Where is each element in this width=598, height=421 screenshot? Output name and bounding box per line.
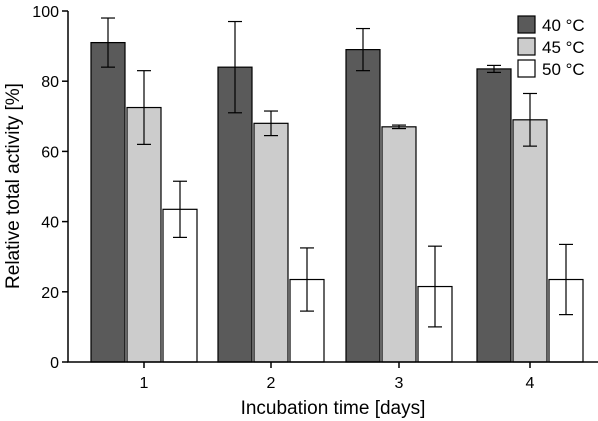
bar [476,68,512,363]
y-tick-label: 0 [50,355,59,372]
y-tick-label: 80 [41,74,59,91]
x-tick-label: 2 [267,375,276,392]
y-tick-label: 60 [41,144,59,161]
bar [217,66,253,363]
y-tick-label: 40 [41,215,59,232]
bar [90,41,126,363]
bar [512,119,548,363]
legend-swatch [517,59,536,78]
x-tick-label: 1 [140,375,149,392]
legend-label: 40 °C [542,16,585,35]
y-axis-title: Relative total activity [%] [3,83,24,289]
bar [253,122,289,363]
legend: 40 °C 45 °C 50 °C [517,15,585,79]
error-bars-layer [101,17,573,328]
legend-swatch [517,15,536,34]
bar [345,49,381,363]
y-tick-label: 100 [32,4,59,21]
legend-label: 50 °C [542,60,585,79]
x-tick-label: 3 [395,375,404,392]
axes-layer: 0 20 40 60 80 100 1 2 3 4 [32,4,598,392]
bars-layer [90,41,584,363]
bar [381,126,417,363]
legend-swatch [517,37,536,56]
x-tick-label: 4 [526,375,535,392]
bar [126,106,162,363]
y-tick-label: 20 [41,285,59,302]
x-axis-title: Incubation time [days] [241,398,426,419]
legend-label: 45 °C [542,38,585,57]
